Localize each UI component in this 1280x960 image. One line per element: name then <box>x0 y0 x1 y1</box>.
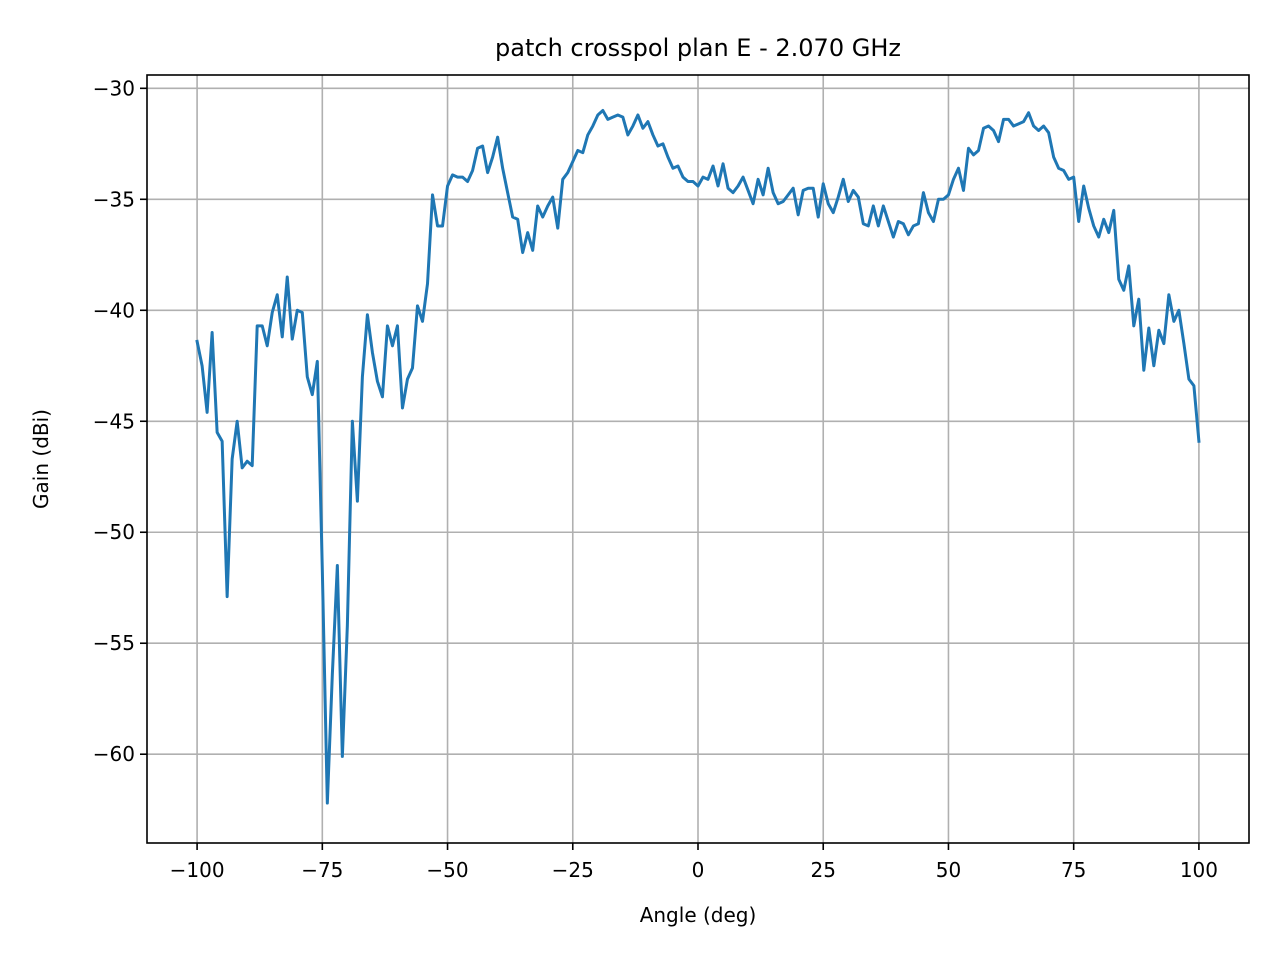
x-tick-label: −50 <box>426 858 468 882</box>
x-tick-label: 75 <box>1061 858 1086 882</box>
y-axis-label: Gain (dBi) <box>29 409 53 509</box>
x-tick-label: −75 <box>301 858 343 882</box>
y-tick-label: −40 <box>93 298 135 322</box>
chart-title: patch crosspol plan E - 2.070 GHz <box>495 34 901 62</box>
x-tick-label: −100 <box>170 858 225 882</box>
y-gridlines <box>147 87 1249 756</box>
x-axis-label: Angle (deg) <box>640 903 757 927</box>
x-tick-label: 50 <box>936 858 961 882</box>
y-tick-label: −60 <box>93 742 135 766</box>
x-axis-ticks: −100 −75 −50 −25 0 25 50 75 100 <box>170 843 1218 882</box>
y-tick-label: −30 <box>93 76 135 100</box>
y-tick-label: −50 <box>93 520 135 544</box>
x-tick-label: 25 <box>811 858 836 882</box>
y-tick-label: −45 <box>93 409 135 433</box>
x-tick-label: −25 <box>552 858 594 882</box>
x-tick-label: 100 <box>1180 858 1218 882</box>
y-tick-label: −35 <box>93 187 135 211</box>
y-axis-ticks: −30 −35 −40 −45 −50 −55 −60 <box>93 76 147 766</box>
x-gridlines <box>196 75 1200 843</box>
series-line <box>195 109 1201 805</box>
x-tick-label: 0 <box>692 858 705 882</box>
y-tick-label: −55 <box>93 631 135 655</box>
